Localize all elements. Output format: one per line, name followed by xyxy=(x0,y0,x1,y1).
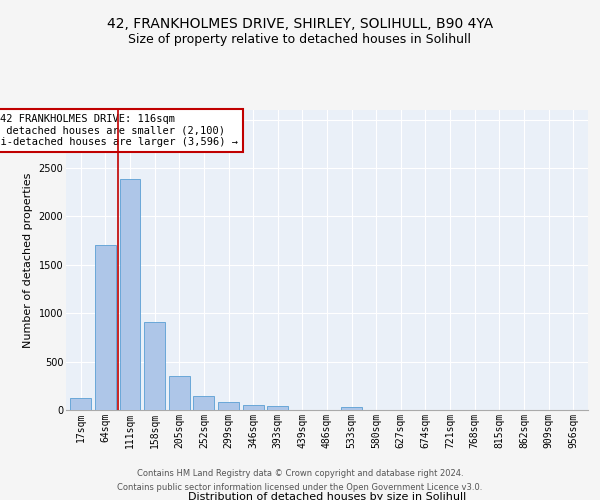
Bar xyxy=(169,376,190,410)
Bar xyxy=(267,406,288,410)
Text: 42, FRANKHOLMES DRIVE, SHIRLEY, SOLIHULL, B90 4YA: 42, FRANKHOLMES DRIVE, SHIRLEY, SOLIHULL… xyxy=(107,18,493,32)
Bar xyxy=(193,396,214,410)
Bar xyxy=(70,398,91,410)
Bar xyxy=(144,322,165,410)
Text: Contains public sector information licensed under the Open Government Licence v3: Contains public sector information licen… xyxy=(118,484,482,492)
Text: Size of property relative to detached houses in Solihull: Size of property relative to detached ho… xyxy=(128,32,472,46)
Y-axis label: Number of detached properties: Number of detached properties xyxy=(23,172,33,348)
Bar xyxy=(218,402,239,410)
Text: 42 FRANKHOLMES DRIVE: 116sqm
← 36% of detached houses are smaller (2,100)
62% of: 42 FRANKHOLMES DRIVE: 116sqm ← 36% of de… xyxy=(0,114,238,147)
Bar xyxy=(341,407,362,410)
Text: Contains HM Land Registry data © Crown copyright and database right 2024.: Contains HM Land Registry data © Crown c… xyxy=(137,468,463,477)
Bar xyxy=(119,178,140,410)
Bar xyxy=(95,246,116,410)
Bar xyxy=(242,405,263,410)
X-axis label: Distribution of detached houses by size in Solihull: Distribution of detached houses by size … xyxy=(188,492,466,500)
